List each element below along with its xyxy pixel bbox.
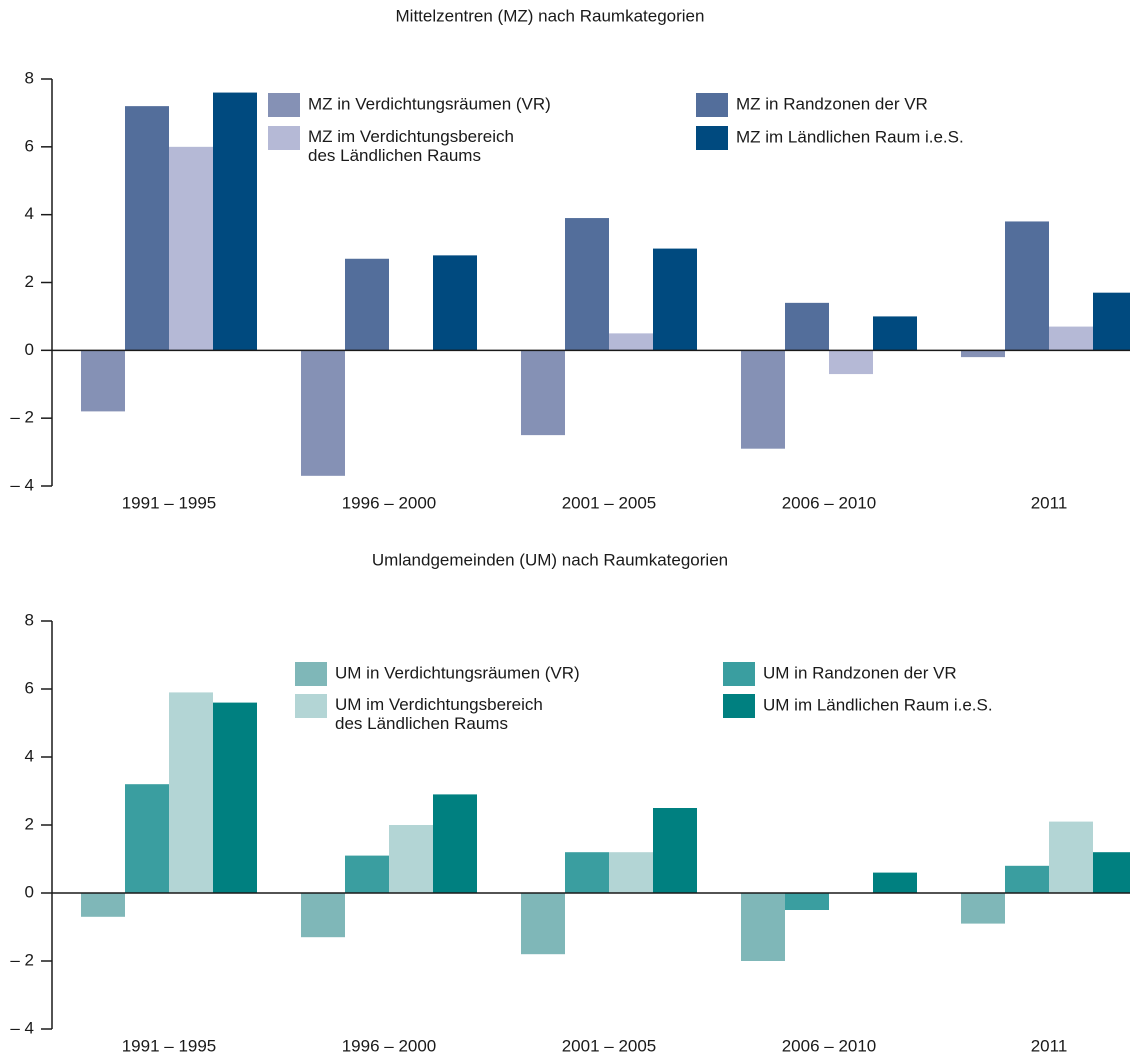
y-tick-label: 4 xyxy=(25,746,34,765)
legend-swatch xyxy=(723,694,755,718)
bar xyxy=(81,893,125,917)
bar xyxy=(301,350,345,476)
bar xyxy=(213,92,257,351)
bar xyxy=(1093,292,1130,351)
x-tick-label: 1996 – 2000 xyxy=(342,1036,437,1055)
bar xyxy=(609,852,653,893)
y-tick-label: – 2 xyxy=(10,950,34,969)
y-tick-label: 6 xyxy=(25,136,34,155)
bar xyxy=(873,872,917,893)
bar xyxy=(125,784,169,893)
legend-swatch xyxy=(268,93,300,117)
y-tick-label: 0 xyxy=(25,340,34,359)
legend-label: UM im Ländlichen Raum i.e.S. xyxy=(763,695,993,714)
legend-label: UM in Randzonen der VR xyxy=(763,663,957,682)
bar xyxy=(741,893,785,961)
y-tick-label: 8 xyxy=(25,68,34,87)
x-tick-label: 2006 – 2010 xyxy=(782,493,877,512)
bar xyxy=(81,350,125,412)
bar xyxy=(301,893,345,938)
bar xyxy=(653,248,697,351)
y-tick-label: 8 xyxy=(25,610,34,629)
bar xyxy=(433,794,477,893)
y-tick-label: – 2 xyxy=(10,408,34,427)
bar xyxy=(565,218,609,351)
bar xyxy=(1049,326,1093,351)
legend-label: MZ im Ländlichen Raum i.e.S. xyxy=(736,127,964,146)
x-tick-label: 2011 xyxy=(1031,493,1068,512)
x-tick-label: 1991 – 1995 xyxy=(122,1036,217,1055)
x-tick-label: 1996 – 2000 xyxy=(342,493,437,512)
bar xyxy=(873,316,917,351)
bar xyxy=(829,350,873,375)
chart-title: Umlandgemeinden (UM) nach Raumkategorien xyxy=(372,550,728,569)
bar xyxy=(389,825,433,893)
bar xyxy=(125,106,169,351)
bar xyxy=(345,855,389,893)
bar xyxy=(785,302,829,351)
bar xyxy=(433,255,477,351)
legend-swatch xyxy=(696,93,728,117)
legend-swatch xyxy=(295,694,327,718)
bar xyxy=(521,350,565,436)
bar xyxy=(609,333,653,351)
x-tick-label: 2001 – 2005 xyxy=(562,493,657,512)
bar xyxy=(961,350,1005,358)
bar xyxy=(785,893,829,910)
legend-label: MZ im Verdichtungsbereich des Ländlichen … xyxy=(308,127,514,165)
bar xyxy=(169,692,213,893)
legend-label: MZ in Randzonen der VR xyxy=(736,94,928,113)
y-tick-label: – 4 xyxy=(10,1018,34,1037)
legend-swatch xyxy=(295,662,327,686)
legend-swatch xyxy=(723,662,755,686)
y-tick-label: 2 xyxy=(25,272,34,291)
chart-title: Mittelzentren (MZ) nach Raumkategorien xyxy=(396,6,705,25)
bar xyxy=(565,852,609,893)
bar xyxy=(741,350,785,449)
bar xyxy=(1005,865,1049,893)
legend-label: UM im Verdichtungsbereich des Ländlichen … xyxy=(335,695,543,733)
bar xyxy=(1093,852,1130,893)
x-tick-label: 1991 – 1995 xyxy=(122,493,217,512)
y-tick-label: 4 xyxy=(25,204,34,223)
bar xyxy=(653,808,697,893)
x-tick-label: 2006 – 2010 xyxy=(782,1036,877,1055)
bar xyxy=(1049,821,1093,893)
legend-label: MZ in Verdichtungsräumen (VR) xyxy=(308,94,551,113)
bar xyxy=(961,893,1005,924)
y-tick-label: – 4 xyxy=(10,475,34,494)
legend-label: UM in Verdichtungsräumen (VR) xyxy=(335,663,580,682)
bar xyxy=(169,146,213,351)
x-tick-label: 2001 – 2005 xyxy=(562,1036,657,1055)
legend-swatch xyxy=(268,126,300,150)
bar xyxy=(1005,221,1049,351)
bar xyxy=(213,702,257,893)
y-tick-label: 2 xyxy=(25,814,34,833)
bar xyxy=(521,893,565,955)
x-tick-label: 2011 xyxy=(1031,1036,1068,1055)
legend-swatch xyxy=(696,126,728,150)
y-tick-label: 6 xyxy=(25,678,34,697)
bar xyxy=(345,258,389,351)
y-tick-label: 0 xyxy=(25,882,34,901)
